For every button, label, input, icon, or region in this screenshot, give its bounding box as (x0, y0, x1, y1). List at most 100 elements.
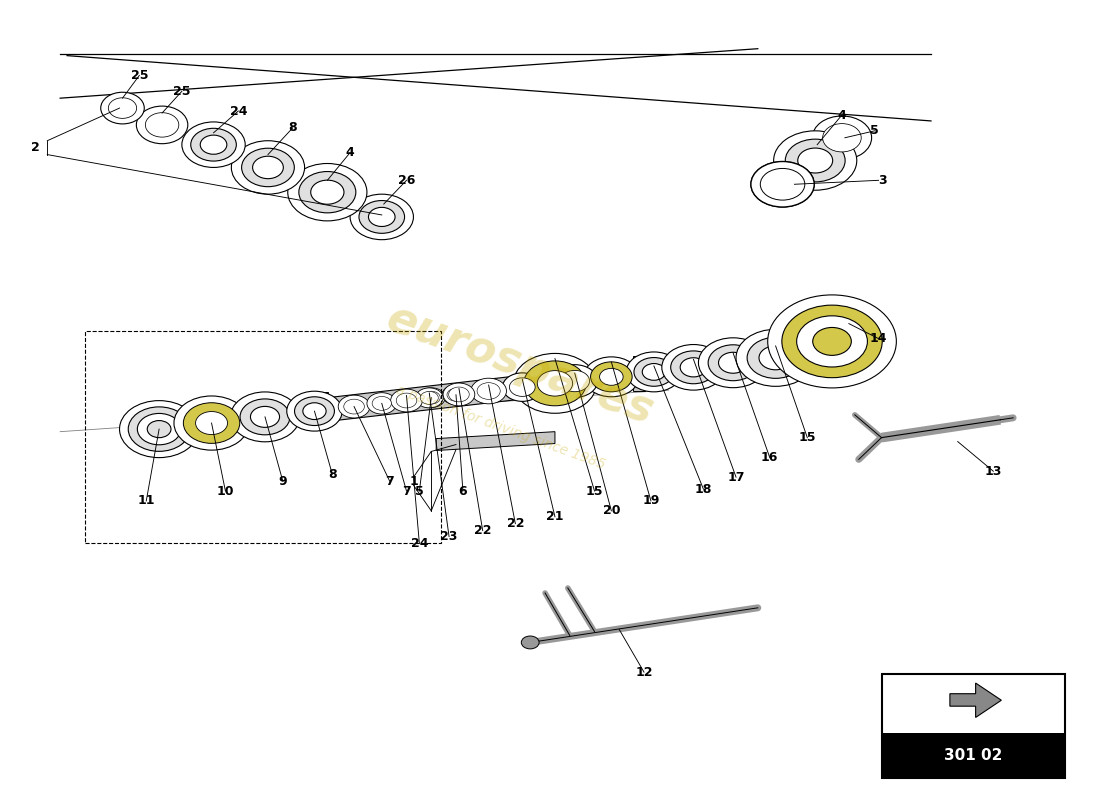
Ellipse shape (147, 421, 170, 438)
Text: 18: 18 (695, 482, 712, 495)
Ellipse shape (503, 373, 542, 402)
Ellipse shape (449, 387, 470, 402)
Ellipse shape (242, 148, 295, 186)
Ellipse shape (751, 162, 814, 207)
Bar (881, 674, 1065, 778)
Ellipse shape (773, 131, 857, 190)
Ellipse shape (338, 395, 370, 418)
Ellipse shape (417, 388, 446, 407)
Ellipse shape (390, 389, 422, 412)
Polygon shape (152, 345, 790, 442)
Ellipse shape (477, 382, 500, 399)
Text: 15: 15 (799, 431, 816, 444)
Text: 25: 25 (131, 69, 149, 82)
Ellipse shape (288, 163, 367, 221)
Bar (881, 734, 1065, 778)
Text: 22: 22 (474, 524, 492, 537)
Text: 3: 3 (879, 174, 888, 187)
Ellipse shape (231, 141, 305, 194)
Text: 25: 25 (173, 85, 190, 98)
Ellipse shape (768, 295, 896, 388)
Ellipse shape (287, 391, 342, 431)
Ellipse shape (443, 383, 475, 406)
Ellipse shape (367, 393, 397, 414)
Ellipse shape (145, 113, 179, 137)
Text: 15: 15 (586, 485, 603, 498)
Text: 11: 11 (138, 494, 155, 507)
Ellipse shape (785, 139, 845, 182)
Ellipse shape (344, 399, 364, 414)
Text: 23: 23 (440, 530, 458, 543)
Ellipse shape (420, 391, 438, 404)
Ellipse shape (760, 169, 805, 200)
Ellipse shape (762, 170, 803, 199)
Ellipse shape (396, 393, 417, 408)
Text: 4: 4 (837, 109, 846, 122)
Ellipse shape (671, 351, 716, 384)
Text: 301 02: 301 02 (944, 748, 1002, 763)
Ellipse shape (422, 391, 440, 404)
Polygon shape (950, 683, 1001, 718)
Ellipse shape (813, 327, 851, 355)
Ellipse shape (196, 411, 228, 434)
Ellipse shape (747, 338, 804, 378)
Ellipse shape (680, 358, 707, 377)
Ellipse shape (101, 92, 144, 124)
Text: 10: 10 (217, 485, 234, 498)
Text: 5: 5 (415, 485, 424, 498)
Ellipse shape (759, 346, 792, 370)
Ellipse shape (708, 345, 758, 381)
Text: 12: 12 (636, 666, 652, 678)
Bar (713, 346, 724, 382)
Text: 9: 9 (278, 474, 287, 488)
Ellipse shape (521, 636, 539, 649)
Text: 14: 14 (870, 332, 888, 345)
Ellipse shape (253, 156, 284, 178)
Bar (757, 342, 769, 377)
Ellipse shape (584, 357, 639, 397)
Ellipse shape (782, 305, 882, 378)
Text: 6: 6 (459, 485, 468, 498)
Text: 2: 2 (31, 141, 40, 154)
Text: 8: 8 (328, 468, 337, 481)
Text: 20: 20 (603, 504, 620, 518)
Ellipse shape (812, 116, 871, 159)
Ellipse shape (537, 370, 573, 396)
Ellipse shape (798, 148, 833, 173)
Text: 7: 7 (385, 474, 394, 488)
Ellipse shape (718, 352, 748, 374)
Ellipse shape (182, 122, 245, 167)
Ellipse shape (184, 402, 240, 443)
Ellipse shape (359, 201, 405, 234)
Ellipse shape (136, 106, 188, 144)
Ellipse shape (138, 414, 180, 445)
Ellipse shape (129, 407, 190, 451)
Ellipse shape (240, 399, 290, 435)
Bar (85, 330, 441, 543)
Text: 24: 24 (230, 105, 248, 118)
Ellipse shape (796, 316, 868, 367)
Text: 24: 24 (410, 537, 428, 550)
Ellipse shape (416, 388, 443, 408)
Text: 8: 8 (288, 122, 297, 134)
Text: 4: 4 (345, 146, 354, 159)
Polygon shape (437, 432, 554, 450)
Text: 7: 7 (403, 485, 411, 498)
Text: 13: 13 (984, 465, 1002, 478)
Ellipse shape (299, 171, 355, 213)
Ellipse shape (295, 397, 334, 426)
Ellipse shape (552, 365, 597, 398)
Text: 1: 1 (409, 474, 418, 488)
Ellipse shape (350, 194, 414, 240)
Ellipse shape (108, 98, 136, 118)
Text: 5: 5 (870, 124, 879, 138)
Ellipse shape (302, 402, 326, 419)
Ellipse shape (736, 330, 815, 386)
Ellipse shape (560, 370, 590, 392)
Ellipse shape (823, 124, 861, 152)
Ellipse shape (442, 385, 470, 405)
Ellipse shape (372, 397, 392, 410)
Ellipse shape (251, 406, 279, 427)
Bar (634, 356, 645, 391)
Ellipse shape (751, 162, 814, 207)
